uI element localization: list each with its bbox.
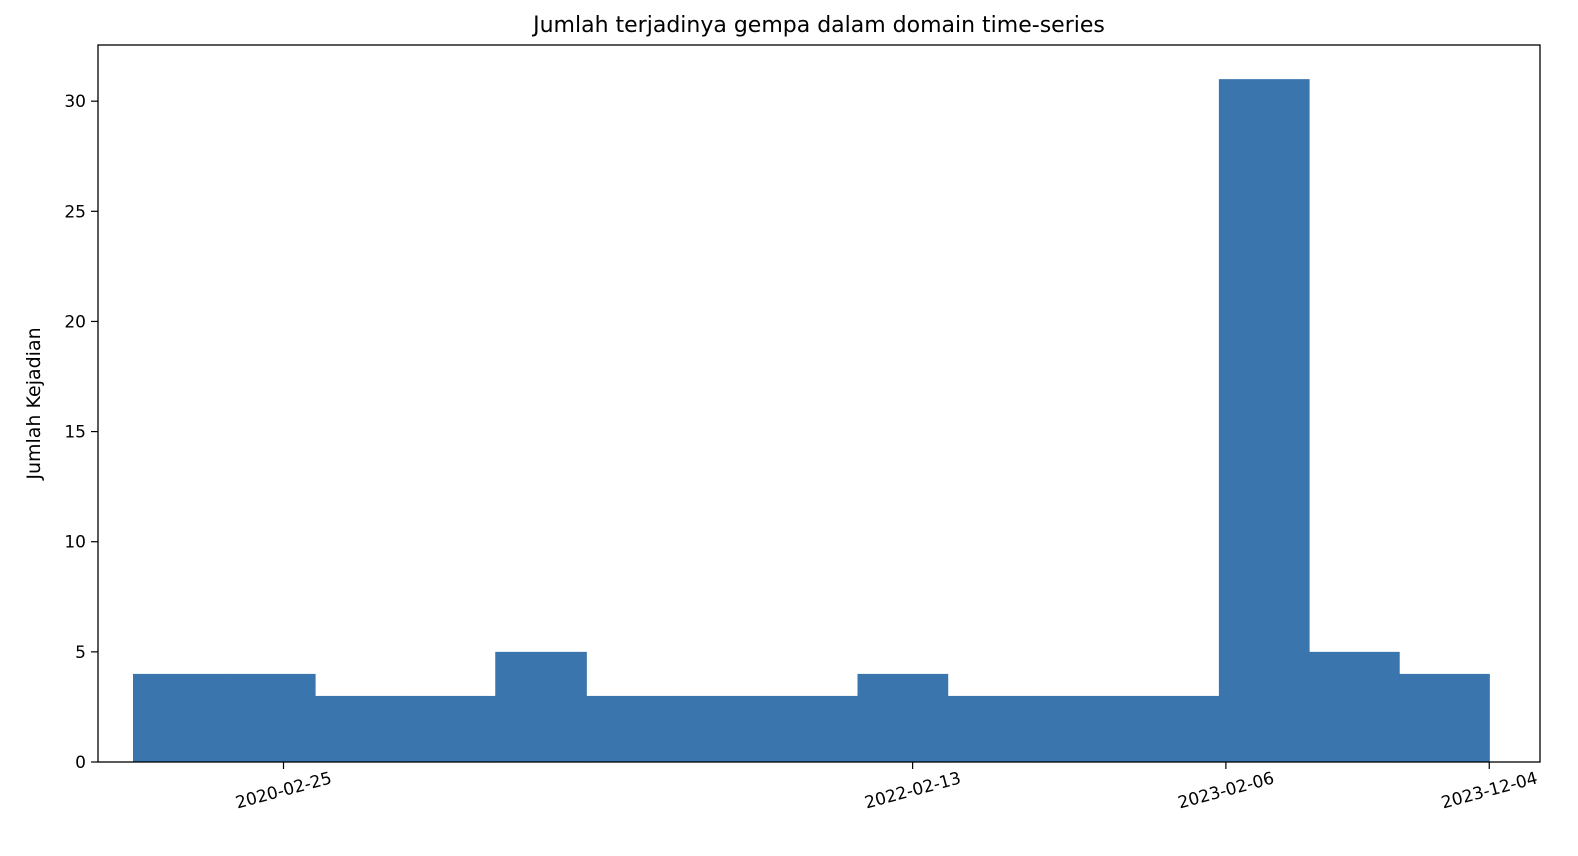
x-tick-label: 2020-02-25	[233, 769, 334, 814]
histogram-bar	[1127, 695, 1220, 762]
plot-frame	[97, 44, 1541, 763]
x-tick-label: 2022-02-13	[863, 769, 964, 814]
histogram-bar	[495, 651, 587, 762]
histogram-bar	[1037, 695, 1129, 762]
histogram-bar	[676, 695, 768, 762]
y-tick-label: 5	[75, 643, 86, 663]
y-tick-label: 20	[64, 312, 86, 332]
y-tick-label: 10	[64, 533, 86, 553]
y-tick-label: 25	[64, 202, 86, 222]
histogram-bar	[224, 673, 316, 762]
y-axis: 0 5 10 15 20 25 30	[64, 92, 98, 773]
y-tick-label: 0	[75, 753, 86, 773]
y-axis-label: Jumlah Kejadian	[23, 327, 45, 480]
histogram-bar	[405, 695, 496, 762]
histogram-bar	[766, 695, 859, 762]
chart-title: Jumlah terjadinya gempa dalam domain tim…	[531, 13, 1105, 38]
x-tick-label: 2023-02-06	[1176, 769, 1277, 814]
x-tick-label: 2023-12-04	[1439, 769, 1540, 814]
y-tick-label: 30	[64, 92, 86, 112]
histogram-bar	[133, 673, 225, 762]
histogram-bar	[1309, 651, 1400, 762]
histogram-bar	[315, 695, 406, 762]
x-axis: 2020-02-25 2022-02-13 2023-02-06 2023-12-04	[233, 762, 1540, 814]
histogram-bar	[1218, 79, 1310, 762]
histogram-bar	[857, 673, 949, 762]
histogram-bar	[1399, 673, 1490, 762]
bars-group	[133, 79, 1490, 762]
histogram-bar	[947, 695, 1039, 762]
histogram-bar	[586, 695, 677, 762]
y-tick-label: 15	[64, 423, 86, 443]
